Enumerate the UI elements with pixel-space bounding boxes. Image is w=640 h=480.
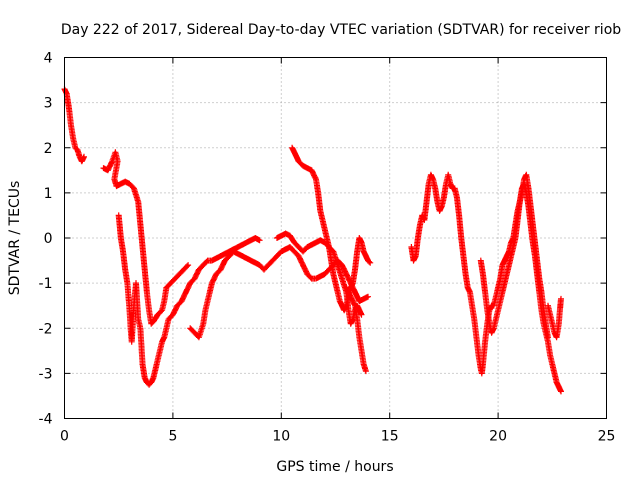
x-tick-label: 15 [381,429,399,445]
x-tick-labels: 0 5 10 15 20 25 [60,429,615,445]
data-trace [477,180,564,395]
y-tick-labels: -4 -3 -2 -1 0 1 2 3 4 [39,51,53,428]
y-tick-label: 2 [44,141,53,157]
plot-frame [64,57,607,419]
y-tick-label: -2 [39,321,53,337]
data-trace [61,86,87,165]
y-tick-label: 4 [44,51,53,67]
x-tick-label: 10 [272,429,290,445]
data-point-markers [289,144,374,314]
x-tick-label: 0 [60,429,69,445]
y-tick-label: -4 [39,412,53,428]
data-point-markers [100,149,192,327]
x-tick-label: 5 [168,429,177,445]
y-axis-label: SDTVAR / TECUs [7,181,23,296]
y-tick-label: -3 [39,366,53,382]
data-point-markers [115,212,263,388]
y-tick-label: 3 [44,96,53,112]
data-trace [115,212,263,388]
data-trace [289,144,374,314]
data-point-markers [61,86,87,165]
data-trace [545,295,564,341]
data-trace [100,149,192,327]
chart-title: Day 222 of 2017, Sidereal Day-to-day VTE… [61,22,621,38]
y-tick-label: -1 [39,276,53,292]
data-point-markers [545,295,564,341]
x-tick-label: 20 [489,429,507,445]
y-tick-label: 0 [44,231,53,247]
y-tick-label: 1 [44,186,53,202]
data-points [61,86,564,395]
data-point-markers [477,180,564,395]
grid [64,57,607,419]
x-tick-label: 25 [598,429,616,445]
data-point-markers [343,284,369,375]
data-trace [343,284,369,375]
x-axis-label: GPS time / hours [276,459,393,475]
